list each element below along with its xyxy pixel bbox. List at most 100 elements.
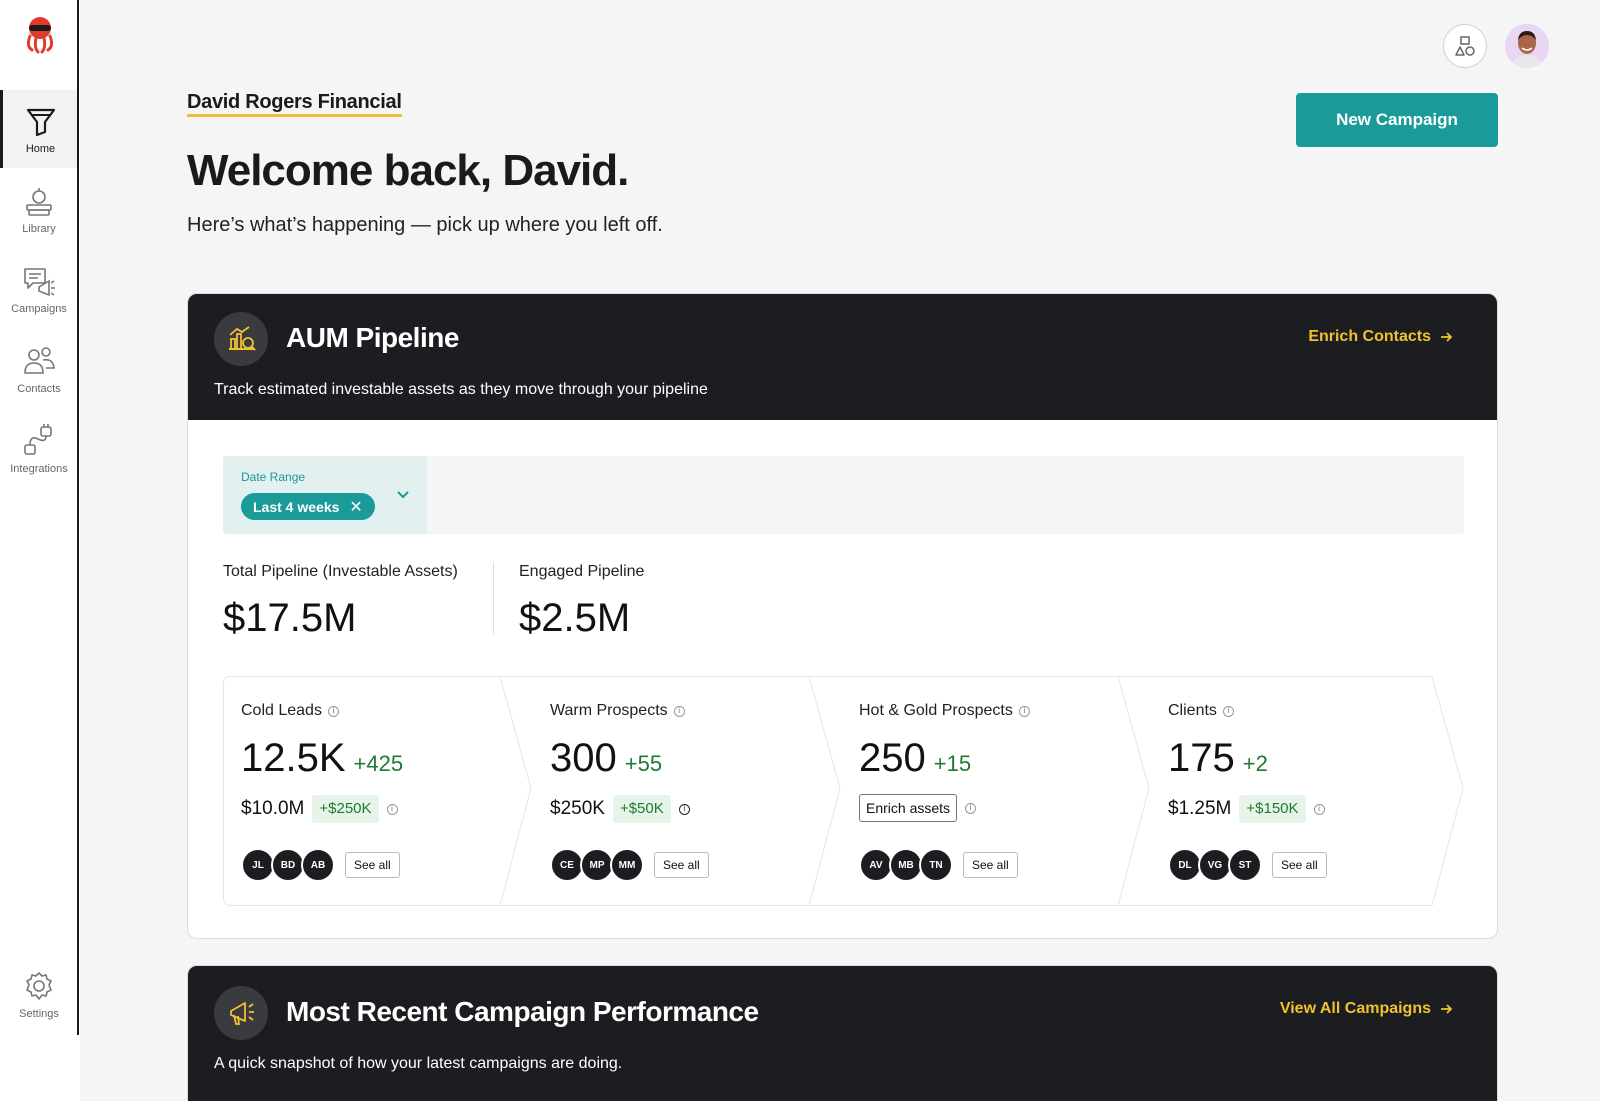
sidebar-divider (77, 0, 79, 1035)
enrich-contacts-label: Enrich Contacts (1308, 328, 1431, 345)
date-range-filter[interactable]: Date Range Last 4 weeks ✕ (223, 456, 427, 534)
stage-amount: $250K +$50K i (550, 794, 690, 824)
stage-warm-prospects: Warm Prospects i 300 +55 $250K +$50K i CE… (532, 676, 812, 906)
sidebar-item-settings[interactable]: Settings (0, 955, 78, 1033)
close-icon[interactable]: ✕ (349, 498, 363, 516)
chart-magnifier-icon (214, 312, 268, 366)
new-campaign-button[interactable]: New Campaign (1296, 93, 1498, 147)
stage-count-delta: +425 (353, 751, 404, 776)
info-icon[interactable]: i (1222, 705, 1234, 717)
stage-count-value: 250 (859, 736, 926, 780)
info-icon[interactable]: i (1313, 803, 1325, 815)
stage-cold-leads: Cold Leads i 12.5K +425 $10.0M +$250K i J… (223, 676, 503, 906)
sidebar-item-contacts[interactable]: Contacts (0, 330, 78, 408)
see-all-button[interactable]: See all (963, 852, 1018, 878)
campaign-performance-title: Most Recent Campaign Performance (286, 996, 759, 1027)
info-icon[interactable]: i (1018, 705, 1030, 717)
sidebar-item-label: Home (25, 143, 56, 155)
page-subtitle: Here’s what’s happening — pick up where … (187, 214, 663, 236)
stage-amount-delta: +$150K (1239, 795, 1306, 823)
info-icon[interactable]: i (965, 802, 977, 814)
info-icon[interactable]: i (386, 803, 398, 815)
sidebar-item-label: Library (22, 223, 56, 235)
stage-name: Warm Prospects i (550, 701, 685, 721)
contact-avatar[interactable]: MB (889, 848, 923, 882)
stage-count-value: 175 (1168, 736, 1235, 780)
arrow-right-icon (1441, 1004, 1453, 1014)
sidebar: Home Library Campaigns Contacts (0, 0, 80, 1101)
date-range-chip[interactable]: Last 4 weeks ✕ (241, 493, 375, 520)
contact-avatars: DL VG ST See all (1168, 848, 1327, 882)
info-icon[interactable]: i (678, 803, 690, 815)
stage-clients: Clients i 175 +2 $1.25M +$150K i DL VG ST… (1150, 676, 1430, 906)
sidebar-item-label: Contacts (17, 383, 61, 395)
campaign-performance-card: Most Recent Campaign Performance A quick… (187, 965, 1498, 1101)
gear-icon (26, 972, 52, 1000)
stage-name: Cold Leads i (241, 701, 339, 721)
campaign-performance-header: Most Recent Campaign Performance A quick… (188, 966, 1497, 1101)
info-icon[interactable]: i (327, 705, 339, 717)
contact-avatar[interactable]: MM (610, 848, 644, 882)
aum-pipeline-header: AUM Pipeline Track estimated investable … (188, 294, 1497, 420)
see-all-button[interactable]: See all (654, 852, 709, 878)
user-photo-icon (1505, 24, 1549, 68)
engaged-pipeline-metric: Engaged Pipeline $2.5M (519, 562, 644, 642)
contact-avatar[interactable]: MP (580, 848, 614, 882)
aum-pipeline-card: AUM Pipeline Track estimated investable … (187, 293, 1498, 939)
contact-avatar[interactable]: DL (1168, 848, 1202, 882)
contact-avatar[interactable]: AV (859, 848, 893, 882)
megaphone-icon (214, 986, 268, 1040)
contact-avatars: JL BD AB See all (241, 848, 400, 882)
stage-title: Hot & Gold Prospects (859, 702, 1013, 719)
sidebar-item-label: Settings (19, 1008, 59, 1020)
metric-divider (493, 562, 494, 634)
stage-amount-value: $10.0M (241, 798, 305, 819)
stage-count-delta: +15 (933, 751, 972, 776)
filter-bar: Date Range Last 4 weeks ✕ (223, 456, 1464, 534)
contact-avatar[interactable]: AB (301, 848, 335, 882)
stage-count: 300 +55 (550, 734, 662, 788)
contact-avatar[interactable]: VG (1198, 848, 1232, 882)
info-icon[interactable]: i (673, 705, 685, 717)
metric-value: $2.5M (519, 596, 631, 640)
stage-title: Warm Prospects (550, 702, 668, 719)
sidebar-item-integrations[interactable]: Integrations (0, 410, 78, 488)
sidebar-item-home[interactable]: Home (0, 90, 78, 168)
user-avatar[interactable] (1505, 24, 1549, 68)
stage-hot-gold-prospects: Hot & Gold Prospects i 250 +15 Enrich ass… (841, 676, 1121, 906)
view-all-campaigns-link[interactable]: View All Campaigns (1280, 1000, 1453, 1018)
stage-count: 12.5K +425 (241, 734, 403, 788)
see-all-button[interactable]: See all (345, 852, 400, 878)
sidebar-item-label: Integrations (10, 463, 68, 475)
contact-avatar[interactable]: BD (271, 848, 305, 882)
view-all-campaigns-label: View All Campaigns (1279, 1000, 1431, 1017)
enrich-contacts-link[interactable]: Enrich Contacts (1308, 328, 1453, 346)
megaphone-chat-icon (24, 268, 55, 297)
enrich-assets-button[interactable]: Enrich assets (859, 794, 958, 822)
company-name: David Rogers Financial (187, 91, 402, 117)
stage-amount-delta: +$50K (612, 795, 671, 823)
stage-count: 175 +2 (1168, 734, 1268, 788)
stage-count-value: 12.5K (241, 736, 346, 780)
contact-avatar[interactable]: JL (241, 848, 275, 882)
campaign-performance-description: A quick snapshot of how your latest camp… (214, 1055, 623, 1072)
contact-avatars: CE MP MM See all (550, 848, 709, 882)
total-pipeline-metric: Total Pipeline (Investable Assets) $17.5… (223, 562, 458, 642)
date-range-value: Last 4 weeks (253, 498, 340, 515)
chevron-down-icon[interactable] (395, 486, 411, 502)
see-all-button[interactable]: See all (1272, 852, 1327, 878)
contact-avatar[interactable]: TN (919, 848, 953, 882)
stage-title: Clients (1168, 702, 1217, 719)
stage-count-delta: +55 (624, 751, 663, 776)
stage-count: 250 +15 (859, 734, 971, 788)
contact-avatar[interactable]: CE (550, 848, 584, 882)
shapes-button[interactable] (1443, 24, 1487, 68)
stage-amount: Enrich assets i (859, 794, 977, 822)
sidebar-item-library[interactable]: Library (0, 170, 78, 248)
books-icon (26, 188, 52, 216)
stage-amount: $1.25M +$150K i (1168, 794, 1325, 824)
sidebar-item-campaigns[interactable]: Campaigns (0, 250, 78, 328)
app-logo[interactable] (20, 14, 60, 54)
stage-amount: $10.0M +$250K i (241, 794, 398, 824)
contact-avatar[interactable]: ST (1228, 848, 1262, 882)
